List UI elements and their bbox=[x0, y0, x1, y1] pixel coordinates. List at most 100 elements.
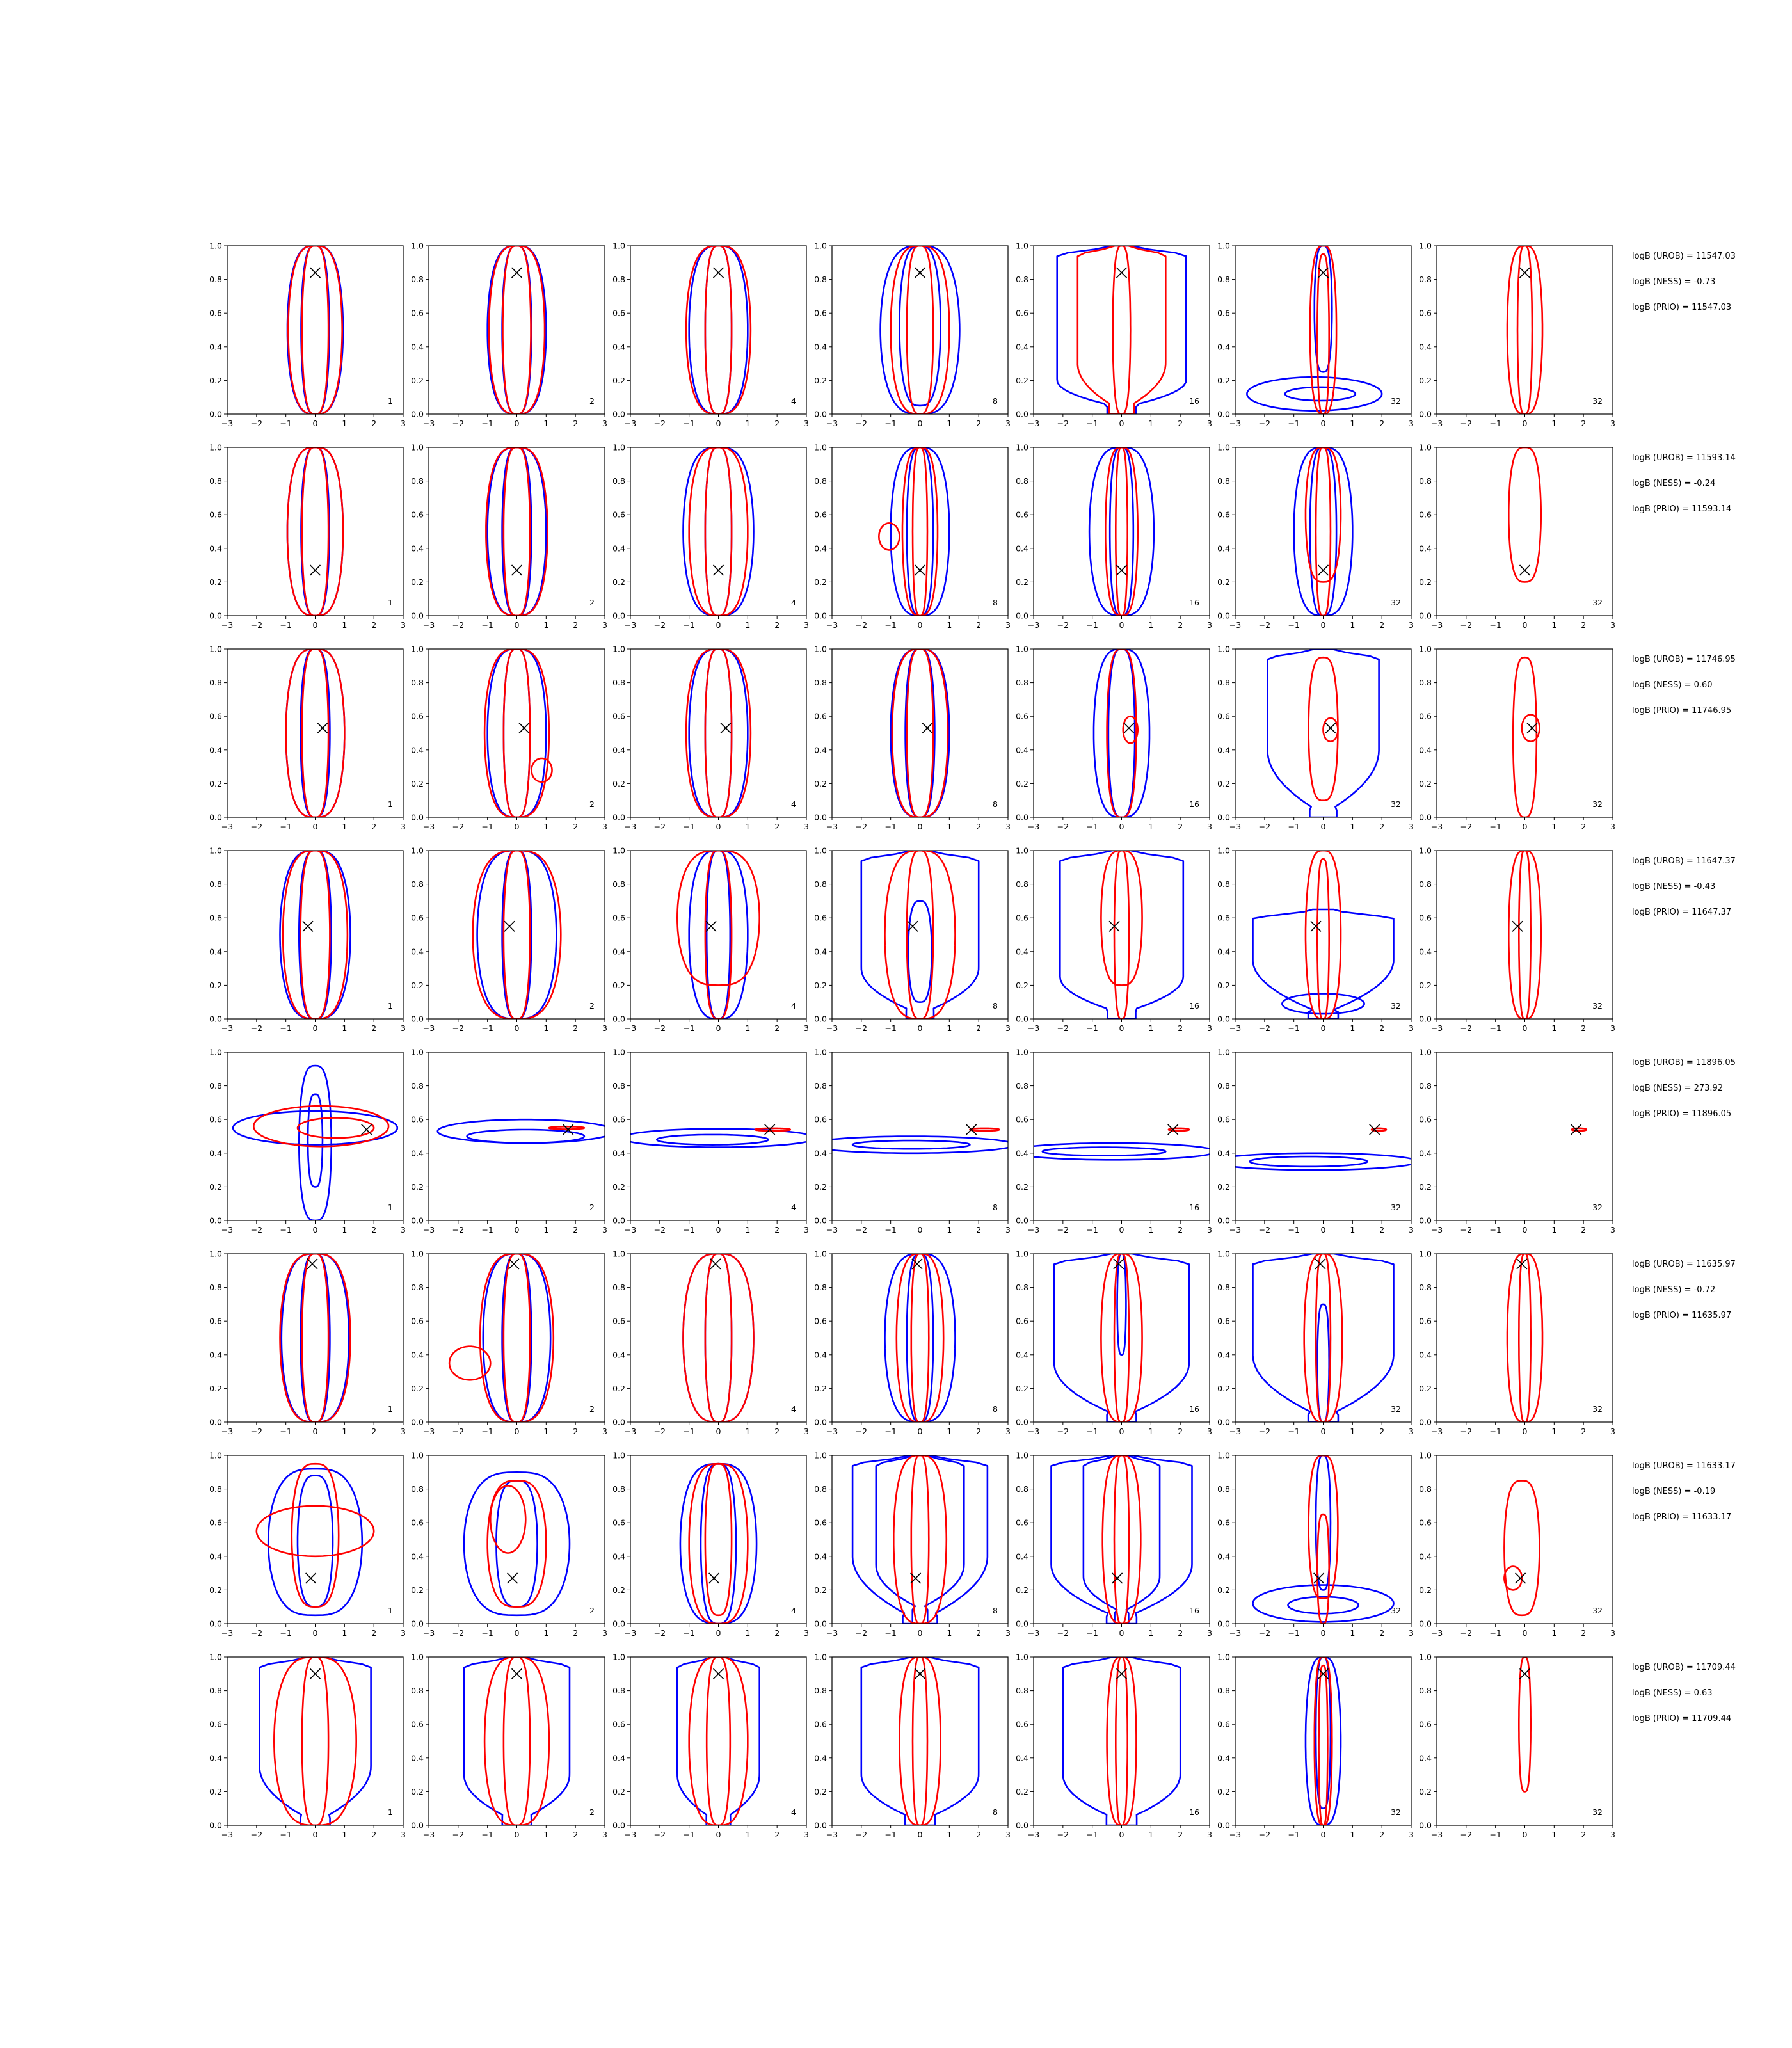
panel-count-label: 2 bbox=[589, 799, 595, 809]
y-tick-label: 0.4 bbox=[1217, 543, 1230, 553]
x-tick-label: 1 bbox=[543, 1830, 548, 1839]
x-tick-label: −3 bbox=[826, 822, 838, 831]
x-tick-label: 1 bbox=[1148, 822, 1153, 831]
x-tick-label: 1 bbox=[543, 419, 548, 428]
x-tick-label: −2 bbox=[654, 419, 666, 428]
x-tick-label: −3 bbox=[826, 1830, 838, 1839]
y-tick-label: 0.4 bbox=[814, 342, 827, 351]
x-tick-label: −1 bbox=[481, 419, 493, 428]
contour-blue bbox=[232, 1110, 399, 1146]
subplot: −3 −2 −1 0 1 2 3 0.0 0.2 0.4 0.6 0.8 1.0 16 bbox=[1016, 1652, 1212, 1840]
contour-layer bbox=[436, 1118, 605, 1144]
x-tick-label: 0 bbox=[716, 1023, 721, 1033]
x-tick-label: 0 bbox=[716, 1427, 721, 1436]
contour-red bbox=[253, 1105, 390, 1148]
y-tick-label: 0.2 bbox=[209, 779, 222, 788]
true-value-marker bbox=[1313, 1572, 1325, 1584]
x-tick-label: −3 bbox=[625, 1830, 636, 1839]
panel-count-label: 8 bbox=[993, 598, 998, 607]
x-tick-label: 1 bbox=[1551, 1830, 1556, 1839]
x-tick-label: −1 bbox=[884, 1830, 896, 1839]
y-tick-label: 0.2 bbox=[612, 577, 625, 587]
x-tick-label: 2 bbox=[774, 822, 780, 831]
x-tick-label: −2 bbox=[1057, 1427, 1069, 1436]
contour-red bbox=[911, 1657, 929, 1825]
panel-count-label: 32 bbox=[1391, 799, 1401, 809]
contour-blue bbox=[851, 1139, 971, 1150]
contour-red bbox=[676, 851, 760, 986]
panel-count-label: 8 bbox=[993, 1807, 998, 1817]
y-tick-label: 1.0 bbox=[1419, 846, 1432, 856]
x-tick-label: −1 bbox=[280, 419, 291, 428]
contour-red bbox=[548, 1125, 586, 1130]
true-value-marker bbox=[1317, 1668, 1329, 1679]
subplot: −3 −2 −1 0 1 2 3 0.0 0.2 0.4 0.6 0.8 1.0 32 bbox=[1419, 1652, 1615, 1840]
y-tick-label: 0.8 bbox=[1419, 476, 1432, 486]
x-tick-label: 1 bbox=[342, 1628, 347, 1638]
y-tick-label: 0.6 bbox=[1217, 712, 1230, 721]
x-tick-label: 3 bbox=[1005, 1023, 1011, 1033]
x-tick-label: 1 bbox=[947, 620, 952, 630]
contour-red bbox=[1167, 1127, 1190, 1132]
y-tick-label: 0.6 bbox=[1419, 1518, 1432, 1528]
x-tick-label: −3 bbox=[221, 1225, 233, 1235]
y-tick-label: 0.4 bbox=[1217, 1350, 1230, 1359]
x-tick-label: −2 bbox=[856, 822, 867, 831]
contour-blue bbox=[1088, 447, 1155, 616]
subplot: −3 −2 −1 0 1 2 3 0.0 0.2 0.4 0.6 0.8 1.0 32 bbox=[1217, 846, 1414, 1034]
y-tick-label: 1.0 bbox=[1419, 644, 1432, 654]
subplot-row: −3 −2 −1 0 1 2 30.00.20.40.60.81.01−3 −2 −1 0 1 2 30… bbox=[209, 1249, 1736, 1437]
x-tick-label: 2 bbox=[371, 419, 376, 428]
true-value-marker bbox=[914, 1668, 926, 1679]
x-tick-label: 3 bbox=[1005, 1427, 1011, 1436]
x-tick-label: −3 bbox=[423, 822, 435, 831]
panel-count-label: 32 bbox=[1592, 598, 1603, 607]
log-bayes-factor: logB (NESS) = 273.92 bbox=[1632, 1084, 1723, 1093]
subplot-row: −3 −2 −1 0 1 2 30.00.20.40.60.81.01−3 −2 −1 0 1 2 30… bbox=[209, 644, 1736, 832]
y-tick-label: 1.0 bbox=[1419, 1249, 1432, 1259]
y-tick-label: 0.6 bbox=[612, 510, 625, 520]
x-tick-label: 1 bbox=[342, 1830, 347, 1839]
contour-red bbox=[1106, 649, 1137, 817]
contour-red bbox=[911, 447, 929, 616]
panel-count-label: 16 bbox=[1189, 598, 1199, 607]
true-value-marker bbox=[309, 1668, 321, 1679]
y-tick-label: 0.2 bbox=[612, 376, 625, 385]
contour-blue bbox=[279, 851, 351, 1019]
y-tick-label: 0.2 bbox=[814, 1585, 827, 1595]
y-tick-label: 0.8 bbox=[1016, 1484, 1028, 1494]
y-tick-label: 0.8 bbox=[1016, 1686, 1028, 1695]
x-tick-label: 3 bbox=[602, 419, 607, 428]
y-tick-label: 0.6 bbox=[411, 1115, 424, 1124]
y-tick-label: 0.6 bbox=[1419, 1115, 1432, 1124]
subplot: −3 −2 −1 0 1 2 3 0.0 0.2 0.4 0.6 0.8 1.0 4 bbox=[612, 1249, 809, 1437]
contour-layer bbox=[685, 246, 752, 414]
subplot: −3 −2 −1 0 1 2 3 0.0 0.2 0.4 0.6 0.8 1.0 32 bbox=[1217, 241, 1414, 429]
x-tick-label: 3 bbox=[1005, 1628, 1011, 1638]
y-tick-label: 1.0 bbox=[411, 1451, 424, 1460]
x-tick-label: −3 bbox=[625, 822, 636, 831]
y-tick-label: 1.0 bbox=[209, 1048, 222, 1057]
x-tick-label: 1 bbox=[745, 620, 750, 630]
x-tick-label: 2 bbox=[774, 419, 780, 428]
contour-red bbox=[1315, 1254, 1332, 1422]
y-tick-label: 1.0 bbox=[1217, 644, 1230, 654]
x-tick-label: −2 bbox=[1259, 1225, 1270, 1235]
x-tick-label: 1 bbox=[947, 1427, 952, 1436]
x-tick-label: 3 bbox=[1207, 620, 1212, 630]
y-tick-label: 0.4 bbox=[1217, 947, 1230, 956]
x-tick-label: −2 bbox=[452, 1023, 464, 1033]
y-tick-label: 0.2 bbox=[612, 980, 625, 990]
y-tick-label: 0.0 bbox=[612, 1014, 625, 1024]
log-bayes-factor: logB (PRIO) = 11746.95 bbox=[1632, 706, 1731, 716]
contour-blue bbox=[1267, 649, 1380, 817]
x-tick-label: −1 bbox=[1086, 1023, 1098, 1033]
contour-red bbox=[1076, 246, 1167, 414]
subplot: −3 −2 −1 0 1 2 3 0.0 0.2 0.4 0.6 0.8 1.0 8 bbox=[814, 1652, 1011, 1840]
contour-red bbox=[1100, 851, 1143, 986]
y-tick-label: 0.0 bbox=[209, 813, 222, 822]
contour-layer bbox=[448, 1254, 555, 1422]
panel-count-label: 32 bbox=[1391, 1404, 1401, 1414]
contour-red bbox=[969, 1127, 1000, 1132]
x-tick-label: 1 bbox=[1350, 1628, 1355, 1638]
